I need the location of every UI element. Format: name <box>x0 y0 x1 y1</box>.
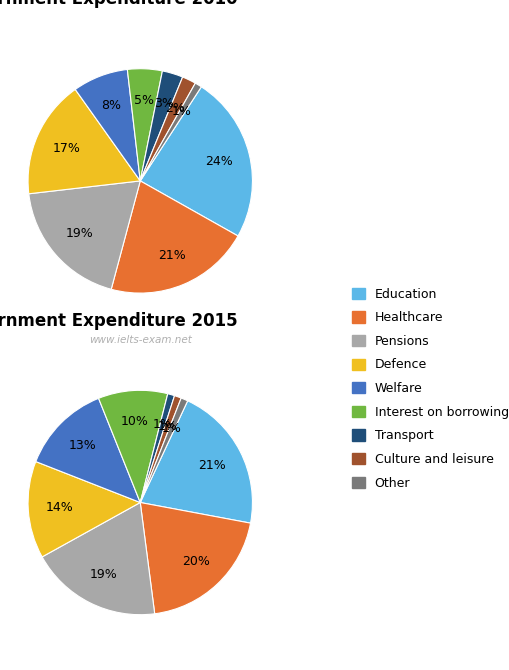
Wedge shape <box>42 502 154 614</box>
Wedge shape <box>29 181 140 289</box>
Text: www.ielts-exam.net: www.ielts-exam.net <box>89 335 191 345</box>
Legend: Education, Healthcare, Pensions, Defence, Welfare, Interest on borrowing, Transp: Education, Healthcare, Pensions, Defence… <box>348 284 509 493</box>
Wedge shape <box>140 83 201 181</box>
Text: 14%: 14% <box>46 501 73 515</box>
Wedge shape <box>140 398 187 502</box>
Wedge shape <box>28 89 140 194</box>
Wedge shape <box>98 391 167 502</box>
Wedge shape <box>36 399 140 502</box>
Wedge shape <box>140 77 195 181</box>
Text: 2%: 2% <box>165 102 185 115</box>
Text: 17%: 17% <box>52 141 80 155</box>
Wedge shape <box>127 69 162 181</box>
Wedge shape <box>140 87 252 236</box>
Text: 1%: 1% <box>162 421 182 435</box>
Text: Government Expenditure 2010: Government Expenditure 2010 <box>0 0 237 8</box>
Wedge shape <box>28 462 140 557</box>
Wedge shape <box>140 71 182 181</box>
Text: 21%: 21% <box>198 459 225 472</box>
Text: 13%: 13% <box>69 439 97 452</box>
Wedge shape <box>140 396 181 502</box>
Wedge shape <box>75 70 140 181</box>
Wedge shape <box>140 394 174 502</box>
Wedge shape <box>140 502 250 614</box>
Text: 1%: 1% <box>157 420 177 433</box>
Wedge shape <box>140 401 252 523</box>
Text: 21%: 21% <box>157 249 185 262</box>
Text: 5%: 5% <box>133 94 153 107</box>
Text: 1%: 1% <box>152 418 172 431</box>
Text: 24%: 24% <box>205 155 232 168</box>
Text: Government Expenditure 2015: Government Expenditure 2015 <box>0 312 237 330</box>
Text: 1%: 1% <box>172 105 192 119</box>
Wedge shape <box>111 181 238 293</box>
Text: 19%: 19% <box>65 227 93 240</box>
Text: 20%: 20% <box>182 555 209 567</box>
Text: 8%: 8% <box>101 99 121 112</box>
Text: 10%: 10% <box>121 415 149 428</box>
Text: 19%: 19% <box>90 568 118 581</box>
Text: 3%: 3% <box>153 97 173 110</box>
